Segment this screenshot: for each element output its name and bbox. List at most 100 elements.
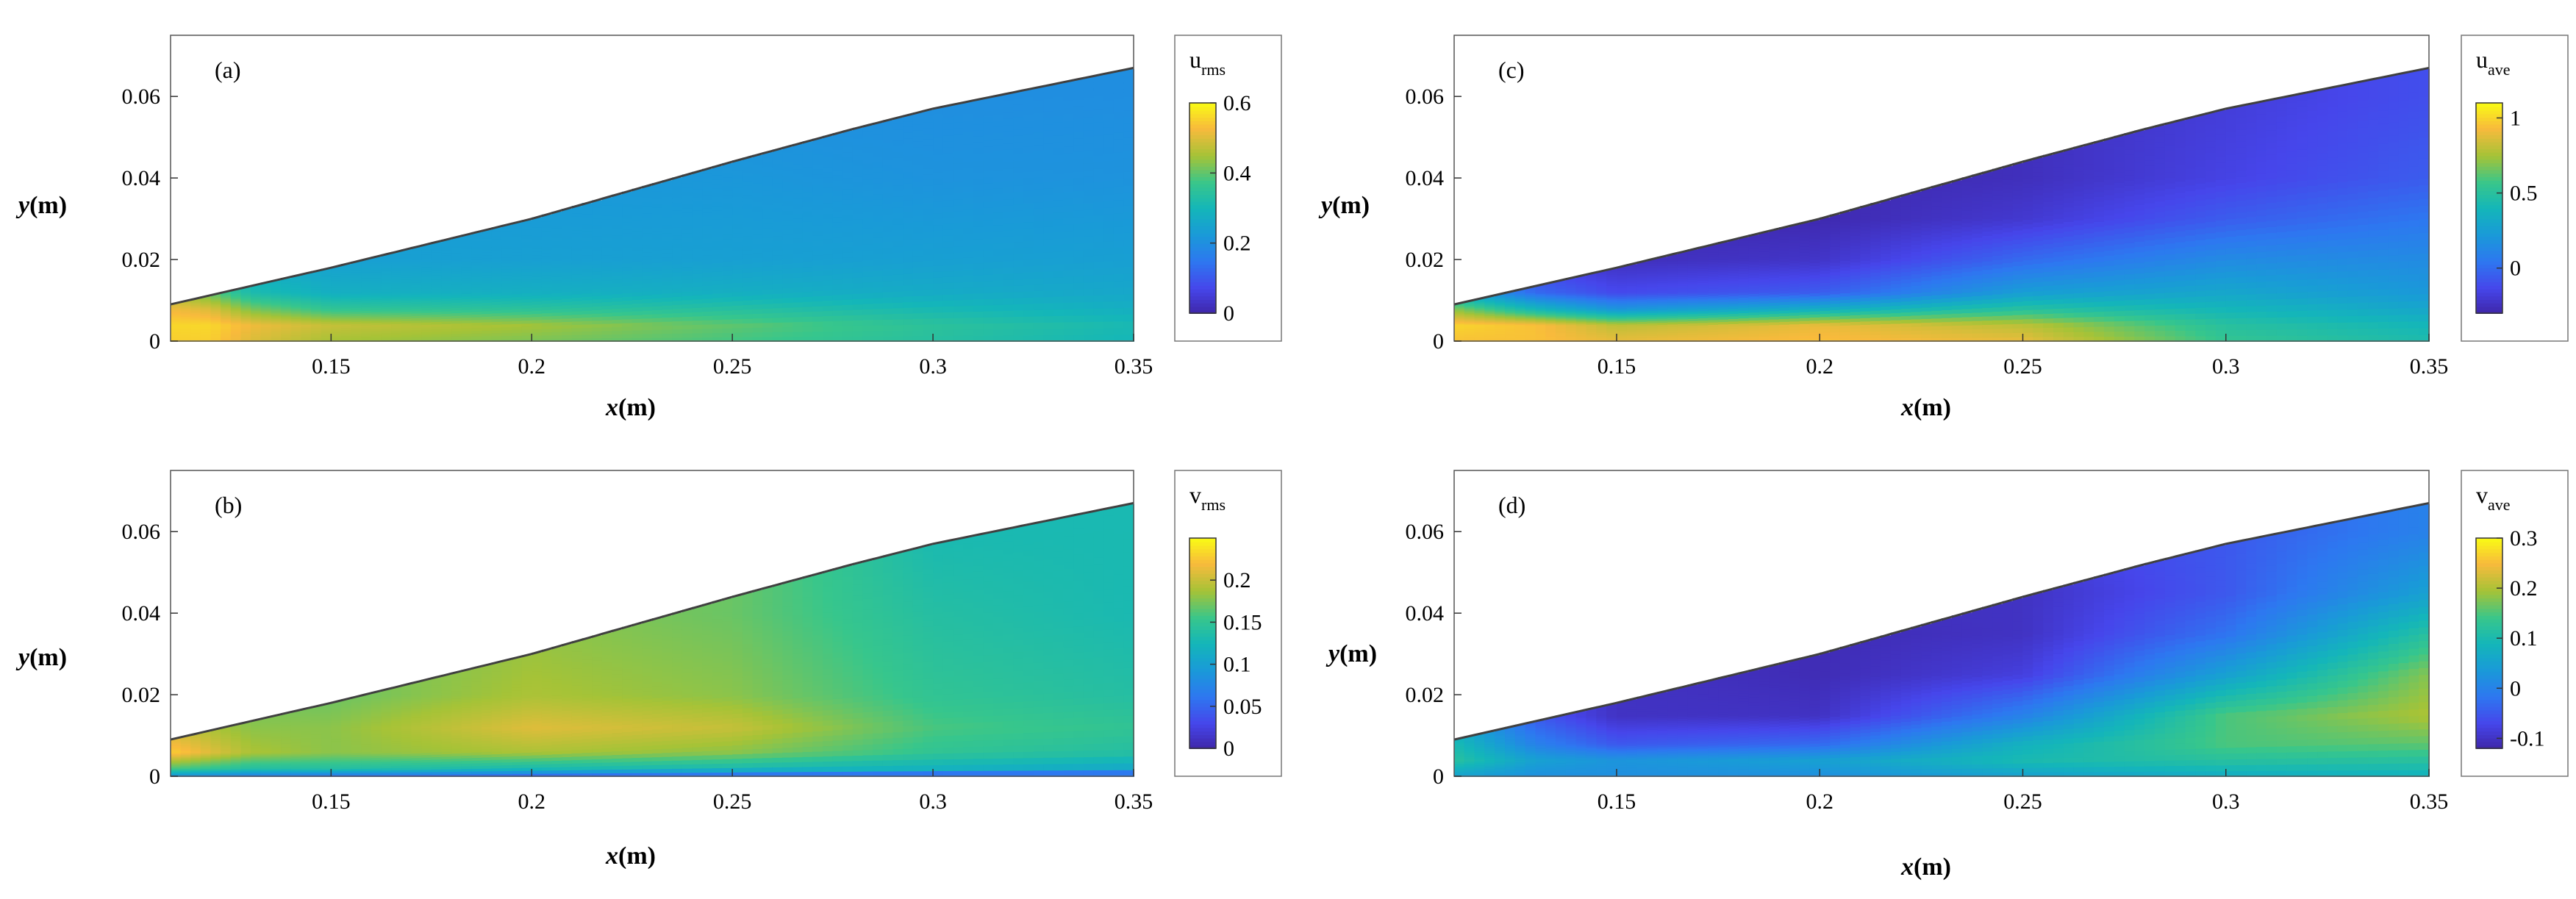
heatmap-cell	[571, 314, 583, 318]
heatmap-cell	[210, 335, 222, 337]
heatmap-cell	[1053, 315, 1065, 323]
heatmap-cell	[421, 732, 432, 737]
heatmap-cell	[933, 335, 944, 342]
heatmap-cell	[491, 233, 503, 237]
heatmap-cell	[391, 332, 402, 335]
heatmap-cell	[953, 210, 964, 218]
heatmap-cell	[842, 225, 854, 232]
heatmap-cell	[1073, 295, 1084, 303]
heatmap-cell	[401, 751, 412, 754]
heatmap-cell	[812, 148, 823, 155]
heatmap-cell	[873, 155, 884, 162]
heatmap-cell	[692, 265, 704, 271]
heatmap-cell	[1043, 296, 1054, 304]
heatmap-cell	[882, 203, 894, 209]
heatmap-cell	[592, 263, 603, 268]
heatmap-cell	[592, 204, 603, 208]
heatmap-cell	[692, 290, 704, 296]
heatmap-cell	[622, 326, 633, 331]
heatmap-cell	[190, 303, 201, 305]
heatmap-cell	[933, 171, 944, 179]
heatmap-cell	[190, 746, 201, 748]
heatmap-cell	[1093, 254, 1104, 262]
heatmap-cell	[903, 268, 914, 274]
heatmap-cell	[642, 201, 653, 207]
heatmap-cell	[190, 332, 201, 334]
heatmap-cell	[923, 295, 934, 301]
heatmap-cell	[371, 765, 382, 769]
heatmap-cell	[240, 309, 252, 311]
heatmap-cell	[681, 195, 693, 201]
heatmap-cell	[762, 199, 773, 205]
heatmap-cell	[421, 329, 432, 332]
heatmap-cell	[351, 261, 362, 265]
heatmap-cell	[401, 767, 412, 770]
heatmap-cell	[983, 176, 994, 184]
heatmap-cell	[903, 188, 914, 196]
heatmap-cell	[260, 309, 272, 312]
heatmap-cell	[1103, 166, 1115, 174]
heatmap-cell	[190, 762, 201, 764]
heatmap-cell	[953, 234, 964, 241]
heatmap-cell	[251, 287, 262, 290]
heatmap-cell	[521, 223, 533, 227]
heatmap-cell	[762, 232, 773, 238]
heatmap-cell	[221, 760, 232, 762]
heatmap-cell	[240, 335, 252, 338]
heatmap-cell	[1083, 334, 1095, 342]
heatmap-cell	[361, 743, 372, 747]
heatmap-cell	[391, 751, 402, 755]
heatmap-cell	[551, 289, 563, 293]
heatmap-cell	[381, 284, 393, 288]
heatmap-cell	[892, 151, 904, 158]
heatmap-cell	[351, 706, 362, 710]
heatmap-cell	[882, 186, 894, 193]
heatmap-cell	[1103, 93, 1115, 101]
heatmap-cell	[381, 750, 393, 753]
heatmap-cell	[230, 299, 242, 302]
heatmap-cell	[431, 326, 443, 330]
heatmap-cell	[240, 741, 252, 744]
heatmap-cell	[341, 756, 352, 760]
heatmap-cell	[471, 243, 482, 247]
heatmap-cell	[200, 745, 212, 747]
heatmap-cell	[662, 184, 673, 190]
heatmap-cell	[210, 308, 222, 310]
heatmap-cell	[461, 282, 473, 286]
heatmap-cell	[260, 288, 272, 291]
heatmap-cell	[281, 754, 292, 757]
heatmap-cell	[301, 747, 312, 751]
heatmap-cell	[652, 207, 663, 212]
heatmap-cell	[361, 259, 372, 262]
heatmap-cell	[762, 256, 773, 262]
heatmap-cell	[260, 291, 272, 294]
heatmap-cell	[471, 297, 482, 301]
heatmap-cell	[311, 755, 322, 758]
heatmap-cell	[1063, 204, 1075, 212]
heatmap-cell	[1113, 246, 1125, 254]
heatmap-cell	[461, 253, 473, 257]
heatmap-cell	[993, 187, 1004, 195]
heatmap-cell	[802, 211, 814, 218]
heatmap-cell	[321, 304, 332, 308]
heatmap-cell	[501, 285, 512, 290]
heatmap-cell	[190, 337, 201, 339]
heatmap-cell	[361, 300, 372, 304]
heatmap-cell	[361, 710, 372, 714]
heatmap-cell	[171, 317, 182, 320]
heatmap-cell	[200, 303, 212, 305]
heatmap-cell	[331, 731, 342, 734]
heatmap-cell	[1023, 126, 1034, 135]
heatmap-cell	[411, 320, 423, 323]
heatmap-cell	[351, 723, 362, 726]
heatmap-cell	[601, 208, 613, 212]
heatmap-cell	[331, 752, 342, 755]
heatmap-cell	[582, 262, 593, 266]
heatmap-cell	[210, 764, 222, 767]
heatmap-cell	[401, 329, 412, 333]
heatmap-cell	[1073, 112, 1084, 120]
heatmap-cell	[933, 189, 944, 196]
heatmap-cell	[842, 293, 854, 300]
heatmap-cell	[221, 753, 232, 756]
heatmap-cell	[521, 317, 533, 321]
